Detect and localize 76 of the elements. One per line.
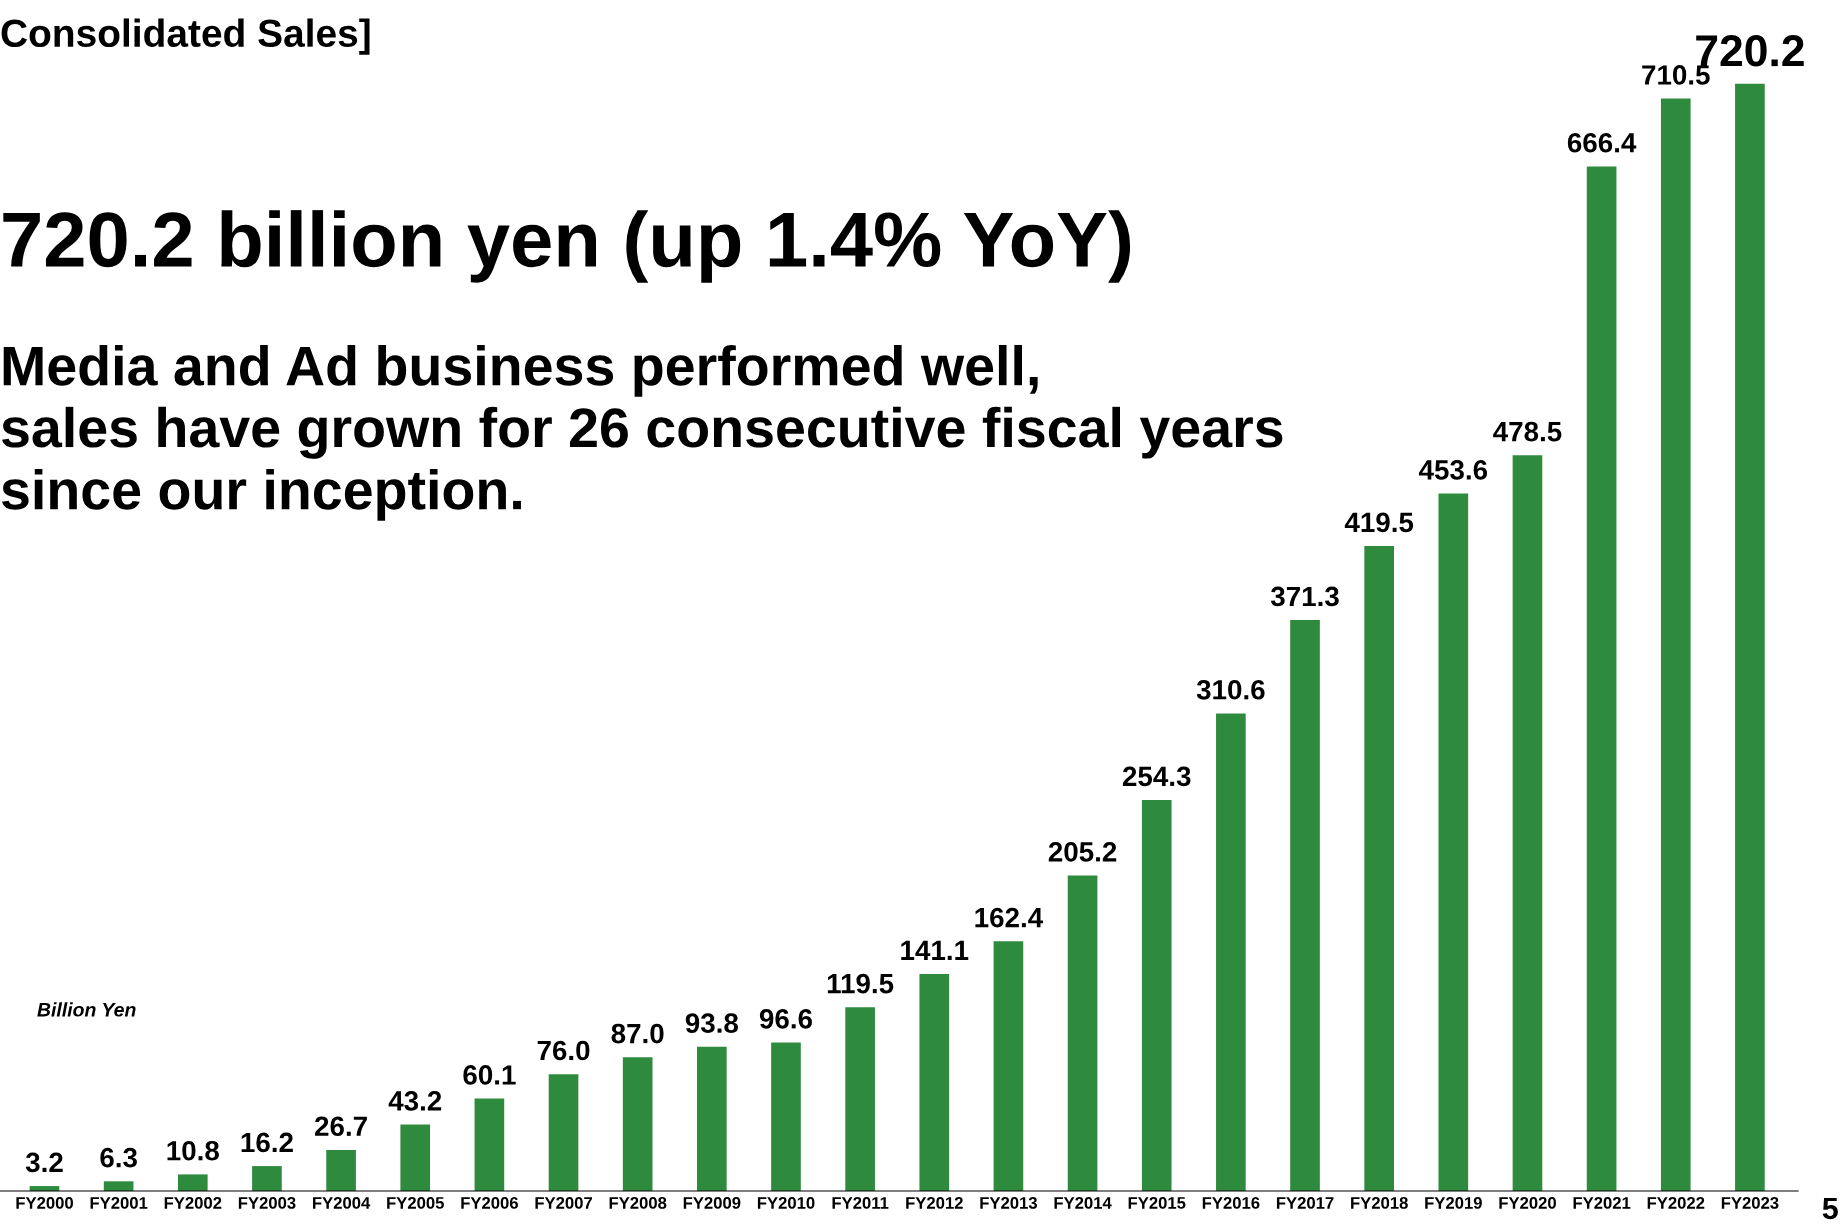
x-tick-label: FY2022 [1647,1197,1705,1209]
x-tick-label: FY2012 [906,1197,963,1209]
data-label: 419.5 [1344,512,1414,533]
data-label: 6.3 [100,1147,137,1168]
x-tick-label: FY2004 [313,1197,371,1209]
data-label: 87.0 [611,1023,664,1044]
x-tick-label: FY2021 [1573,1197,1631,1209]
bar [1141,800,1172,1191]
data-label: 60.1 [463,1065,516,1085]
x-tick-label: FY2016 [1202,1197,1260,1209]
data-label: 141.1 [901,940,969,960]
data-label: 119.5 [827,973,894,994]
x-tick-label: FY2019 [1425,1197,1482,1209]
bar [252,1166,282,1191]
bar [474,1098,505,1191]
x-tick-label: FY2011 [832,1197,889,1209]
chart-title: Consolidated Sales] [1,18,370,55]
bar [697,1046,727,1191]
x-tick-label: FY2002 [164,1197,222,1209]
data-label: 453.6 [1418,460,1488,480]
x-tick-label: FY2020 [1499,1197,1556,1209]
bar [1586,166,1617,1191]
bar [919,974,950,1191]
data-label: 43.2 [388,1091,442,1111]
data-label: 76.0 [537,1040,590,1061]
bar [1067,875,1098,1191]
bar [771,1042,801,1191]
data-label: 478.5 [1493,421,1562,442]
x-tick-label: FY2017 [1276,1197,1334,1209]
bar [1216,713,1246,1191]
bar [1735,83,1765,1191]
bar [1290,620,1320,1191]
x-tick-label: FY2013 [980,1197,1038,1209]
data-label: 162.4 [975,907,1044,928]
bar [993,941,1024,1191]
data-label: 205.2 [1048,842,1117,862]
bar [1438,493,1469,1191]
x-tick-label: FY2003 [238,1197,296,1209]
text: 720.2 billion yen (up 1.4% YoY) [3,210,1131,283]
data-label: 254.3 [1122,766,1191,787]
x-tick-label: FY2010 [757,1197,815,1209]
data-label: 16.2 [241,1132,293,1153]
data-label: 710.5 [1642,65,1710,85]
y-axis-title: Billion Yen [37,1002,136,1017]
bar [103,1181,134,1191]
x-tick-label: FY2009 [683,1197,741,1209]
text: 5 [1822,1197,1838,1220]
data-label: 371.3 [1270,586,1339,607]
bar [622,1057,653,1191]
data-label: 3.2 [25,1152,63,1173]
bar [1660,98,1691,1191]
data-label: 93.8 [685,1013,739,1033]
data-label: 10.8 [167,1140,219,1161]
data-label: 666.4 [1567,132,1637,153]
data-label: 96.6 [759,1008,813,1029]
x-tick-label: FY2007 [535,1197,592,1209]
bar [548,1074,579,1191]
annotation: Media and Ad business performed well, sales have grown for 26 consecutive fiscal years since our inception. [1,344,1283,521]
bar [1364,546,1394,1191]
x-tick-label: FY2014 [1054,1197,1112,1209]
x-tick-label: FY2006 [461,1197,518,1209]
data-label: 310.6 [1196,679,1265,700]
bar [326,1149,356,1191]
data-label: 26.7 [315,1116,367,1137]
x-tick-label: FY2015 [1128,1197,1186,1209]
x-tick-label: FY2001 [90,1197,148,1209]
x-tick-label: FY2023 [1721,1197,1779,1209]
bar [845,1007,875,1191]
x-tick-label: FY2008 [609,1197,667,1209]
x-tick-label: FY2000 [16,1197,73,1209]
bar [1512,455,1543,1191]
bar [400,1124,431,1191]
x-tick-label: FY2018 [1351,1197,1408,1209]
bar [177,1174,208,1191]
data-label: 720.2 [1696,35,1804,67]
x-tick-label: FY2005 [387,1197,444,1209]
